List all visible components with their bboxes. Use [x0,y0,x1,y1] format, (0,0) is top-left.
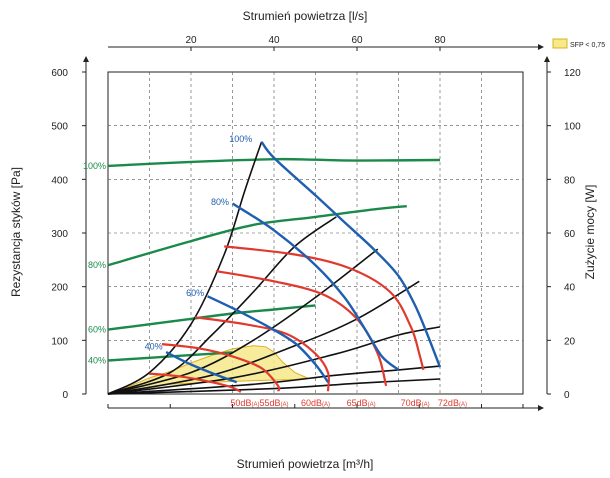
right-axis-tick-label: 80 [564,175,576,186]
noise-curve-50db [149,372,242,393]
power-curves-layer [107,157,441,362]
right-axis-tick-label: 60 [564,229,576,240]
noise-curve-label: 65dB(A) [347,398,376,408]
left-axis-tick-label: 200 [51,283,68,294]
labels-layer: 100% 80% 60% 40% 50dB(A) 55dB(A) 60dB(A) 65dB(A… [83,134,467,408]
speed-curve-label: 100% [229,134,252,144]
power-curve-label: 40% [88,355,106,365]
noise-curve-label: 50dB(A) [230,398,259,408]
bottom-axis-title: Strumień powietrza [m³/h] [237,457,374,471]
system-curve-4 [107,280,420,395]
legend-label: SFP < 0,75 [570,42,605,49]
bottom-axis-arrow [538,405,544,411]
system-curve-2 [107,216,337,395]
noise-curve-label: 70dB(A) [401,398,430,408]
system-curve-3 [107,248,379,395]
top-axis-tick-label: 40 [268,35,280,46]
left-axis-tick-label: 100 [51,336,68,347]
speed-curve-100pct [260,141,442,368]
speed-curve-label: 40% [145,341,163,351]
right-axis-tick-label: 40 [564,283,576,294]
right-axis-title: Zużycie mocy [W] [583,185,597,280]
power-curve-40pct [107,351,233,362]
legend-swatch [552,38,568,49]
system-curve-1 [107,141,263,395]
legend: SFP < 0,75 [552,38,605,49]
left-axis-tick-label: 500 [51,122,68,133]
noise-curve-60db [194,316,330,392]
right-axis-tick-label: 100 [564,122,581,133]
left-axis-tick-label: 0 [62,390,68,401]
left-axis-tick-label: 600 [51,68,68,79]
right-axis-tick-label: 120 [564,68,581,79]
noise-curve-65db [215,270,388,387]
left-axis-title: Rezystancja styków [Pa] [9,167,23,297]
top-axis-title: Strumień powietrza [l/s] [243,9,368,23]
power-curve-label: 60% [88,325,106,335]
left-axis-tick-label: 400 [51,175,68,186]
right-axis-arrow [544,56,550,62]
noise-curve-55db [161,343,281,392]
speed-curve-80pct [231,202,400,371]
left-axis-arrow [83,56,89,62]
noise-curve-label: 72dB(A) [438,398,467,408]
speed-curve-60pct [207,295,329,383]
top-axis-tick-label: 20 [185,35,197,46]
noise-curves-layer [149,245,425,393]
power-curve-100pct [107,157,441,168]
top-axis-tick-label: 80 [434,35,446,46]
power-curve-label: 100% [83,161,106,171]
speed-curve-40pct [165,351,238,384]
top-axis-tick-label: 60 [351,35,363,46]
noise-curve-70db [224,245,425,371]
axes-layer: 20 40 60 80 0 100 200 300 400 500 600 0 20 40 60 80 100 1… [51,35,581,411]
system-curves-layer [107,141,441,395]
power-curve-60pct [107,304,316,331]
power-curve-80pct [107,205,407,267]
power-curve-label: 80% [88,260,106,270]
system-curve-7 [107,378,441,395]
top-axis-arrow [538,44,544,50]
left-axis-tick-label: 300 [51,229,68,240]
right-axis-tick-label: 20 [564,336,576,347]
right-axis-tick-label: 0 [564,390,570,401]
speed-curves-layer [165,141,442,384]
speed-curve-label: 80% [211,197,229,207]
noise-curve-label: 60dB(A) [301,398,330,408]
speed-curve-label: 60% [186,288,204,298]
system-curve-6 [107,365,441,395]
noise-curve-label: 55dB(A) [259,398,288,408]
